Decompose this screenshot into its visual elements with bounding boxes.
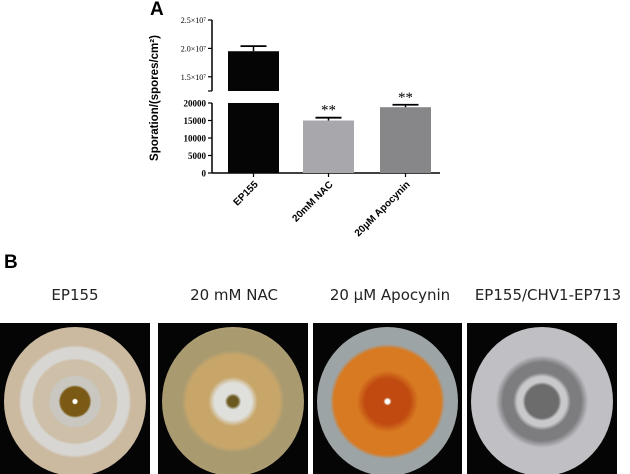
culture-photo-nac xyxy=(158,323,308,474)
culture-photo-apocynin xyxy=(313,323,462,474)
x-tick-label: EP155 xyxy=(232,179,261,208)
x-tick-label: 20mM NAC xyxy=(291,179,336,224)
y-tick-label: 2.0×10⁷ xyxy=(181,44,207,53)
photo-title-nac: 20 mM NAC xyxy=(190,286,278,304)
y-tick-label: 10000 xyxy=(184,134,207,144)
y-axis-label: Sporation/(spores/cm²) xyxy=(149,35,161,161)
panel-a-label: A xyxy=(150,0,164,20)
y-tick-label: 0 xyxy=(202,169,207,179)
bar-upper xyxy=(228,51,279,91)
photo-title-ep155: EP155 xyxy=(51,286,99,304)
culture-photo-hypovirus xyxy=(467,323,617,474)
y-tick-label: 2.5×10⁷ xyxy=(181,16,207,25)
photo-title-apocynin: 20 µM Apocynin xyxy=(329,286,451,304)
significance-marker: ** xyxy=(321,103,336,119)
photo-title-hypovirus: EP155/CHV1-EP713 xyxy=(474,286,622,304)
y-tick-label: 5000 xyxy=(188,151,207,161)
bar xyxy=(380,107,431,173)
bar-chart: 0 5000 10000 15000 20000 1.5×10⁷ 2.0×10⁷ 2.5×10… xyxy=(149,16,440,239)
x-tick-label: 20μM Apocynin xyxy=(353,179,413,239)
bar xyxy=(303,120,354,173)
panel-b-label: B xyxy=(4,252,18,273)
bar-lower xyxy=(228,103,279,173)
y-tick-label: 15000 xyxy=(184,116,207,126)
significance-marker: ** xyxy=(398,90,413,106)
y-tick-label: 20000 xyxy=(184,99,207,109)
y-tick-label: 1.5×10⁷ xyxy=(181,73,207,82)
culture-photo-ep155 xyxy=(0,323,150,474)
